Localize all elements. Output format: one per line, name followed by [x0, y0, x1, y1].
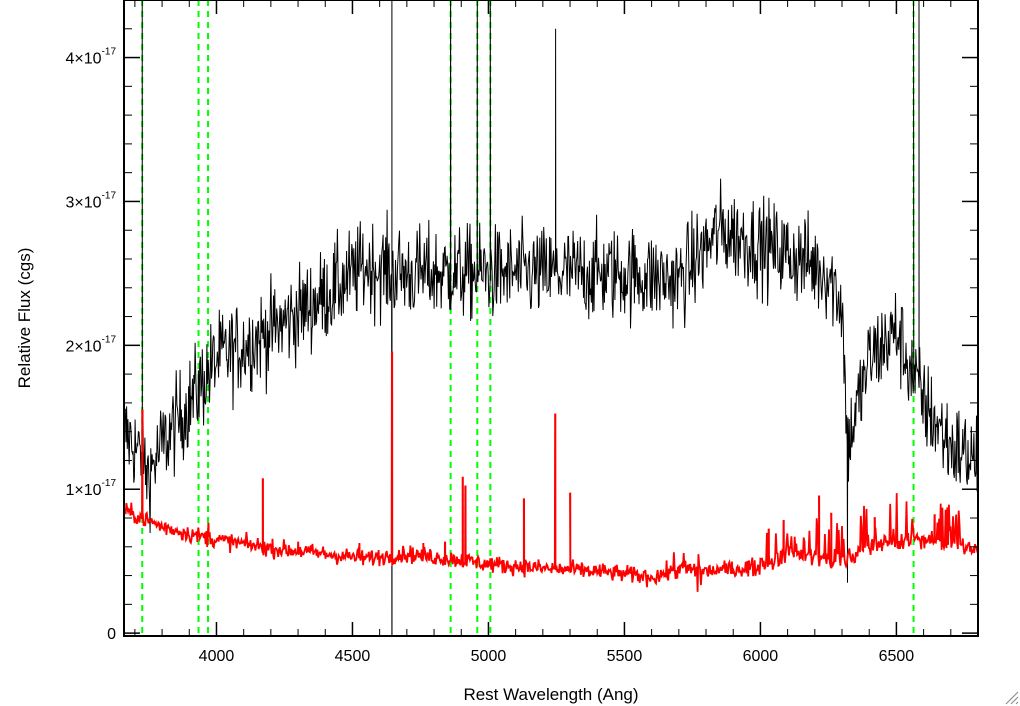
- model-fit-line: [124, 351, 978, 592]
- x-tick-label: 6000: [743, 648, 779, 665]
- x-axis-label: Rest Wavelength (Ang): [463, 685, 638, 704]
- x-tick-labels: 4000 4500 5000 5500 6000 6500: [199, 648, 915, 665]
- x-tick-label: 4500: [335, 648, 371, 665]
- y-tick-label: 1×10-17: [66, 478, 117, 499]
- axis-ticks: [124, 0, 979, 636]
- resize-grip-icon[interactable]: [1005, 691, 1019, 705]
- y-axis-label: Relative Flux (cgs): [15, 248, 34, 389]
- y-tick-label: 4×10-17: [66, 47, 117, 68]
- x-tick-label: 5500: [607, 648, 643, 665]
- x-tick-label: 4000: [199, 648, 235, 665]
- observed-spectrum-line: [124, 0, 978, 636]
- x-tick-label: 6500: [879, 648, 915, 665]
- plot-frame: [123, 0, 979, 637]
- y-tick-label: 0: [107, 626, 116, 643]
- y-tick-label: 3×10-17: [66, 190, 117, 211]
- y-tick-label: 2×10-17: [66, 334, 117, 355]
- series-layer: [124, 0, 978, 636]
- x-tick-label: 5000: [471, 648, 507, 665]
- y-tick-labels: 0 1×10-17 2×10-17 3×10-17 4×10-17: [66, 47, 117, 644]
